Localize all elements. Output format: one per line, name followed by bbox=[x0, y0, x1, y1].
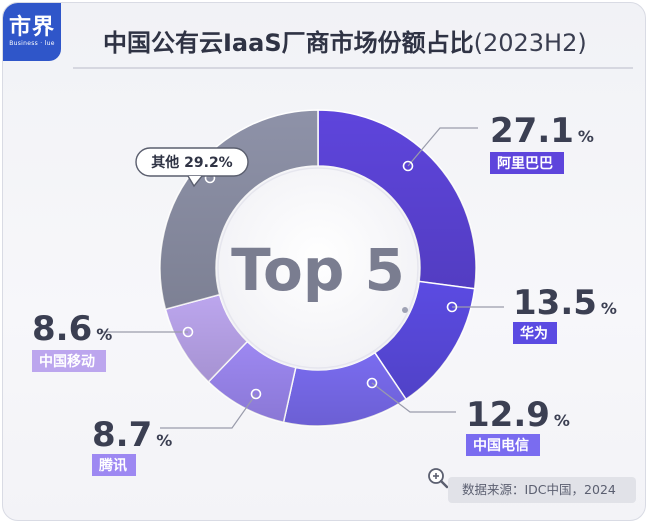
value-number: 8.7 bbox=[92, 415, 152, 455]
category-tag-label: 中国电信 bbox=[473, 437, 529, 454]
other-label-bubble: 其他 29.2% bbox=[135, 147, 249, 188]
value-label: 12.9% bbox=[466, 395, 570, 435]
leader-dot bbox=[182, 326, 194, 338]
slice-shade bbox=[283, 352, 406, 426]
chart-title: 中国公有云IaaS厂商市场份额占比(2023H2) bbox=[103, 23, 587, 58]
category-tag-label: 腾讯 bbox=[99, 457, 127, 474]
category-tag-label: 中国移动 bbox=[39, 353, 95, 370]
category-tag-box bbox=[466, 434, 540, 456]
source-note: 数据来源：IDC中国，2024 bbox=[448, 477, 636, 503]
value-number: 27.1 bbox=[490, 111, 574, 151]
category-tag-label: 阿里巴巴 bbox=[497, 156, 553, 172]
bubble-tail bbox=[187, 175, 203, 188]
leader-dot bbox=[366, 377, 378, 389]
slice-shade bbox=[165, 294, 248, 382]
value-unit: % bbox=[156, 431, 172, 450]
category-tag-box bbox=[490, 152, 564, 174]
value-label: 8.7% bbox=[92, 415, 172, 455]
leader-dot bbox=[250, 388, 262, 400]
category-tag-box bbox=[513, 322, 557, 344]
magnifier-plus-icon bbox=[428, 468, 449, 489]
header-divider bbox=[73, 67, 633, 69]
value-unit: % bbox=[601, 299, 617, 318]
other-label-text: 其他 29.2% bbox=[151, 154, 232, 171]
donut-hole bbox=[216, 166, 420, 370]
chart-title-suffix: (2023H2) bbox=[473, 29, 587, 57]
donut-hole-ring bbox=[217, 167, 419, 369]
slices-layer bbox=[159, 109, 477, 427]
slice-shade bbox=[160, 110, 318, 310]
value-unit: % bbox=[578, 127, 594, 146]
value-number: 12.9 bbox=[466, 395, 550, 435]
value-label: 8.6% bbox=[32, 309, 112, 349]
slice-shade bbox=[318, 110, 477, 289]
chart-title-main: 中国公有云IaaS厂商市场份额占比 bbox=[103, 29, 474, 57]
leader-line bbox=[407, 127, 478, 167]
leader-line bbox=[371, 382, 456, 413]
category-tag-box bbox=[92, 454, 136, 476]
logo-text: 市界 bbox=[8, 15, 55, 40]
value-number: 13.5 bbox=[513, 283, 597, 323]
value-label: 13.5% bbox=[513, 283, 617, 323]
value-unit: % bbox=[96, 325, 112, 344]
center-label: Top 5 bbox=[231, 236, 405, 304]
logo-subtext: Business · lue bbox=[9, 40, 55, 47]
value-unit: % bbox=[554, 411, 570, 430]
category-tag-box bbox=[32, 350, 106, 372]
chart-card: 市界 Business · lue 中国公有云IaaS厂商市场份额占比(2023… bbox=[2, 2, 646, 521]
center-dot bbox=[402, 307, 408, 313]
leader-dot bbox=[446, 301, 458, 313]
brand-logo: 市界 Business · lue bbox=[3, 3, 61, 61]
value-label: 27.1% bbox=[490, 111, 594, 151]
category-tag-label: 华为 bbox=[520, 325, 548, 342]
value-number: 8.6 bbox=[32, 309, 92, 349]
leader-dot bbox=[402, 160, 414, 172]
slice-shade bbox=[208, 341, 296, 423]
leader-line bbox=[160, 393, 257, 429]
